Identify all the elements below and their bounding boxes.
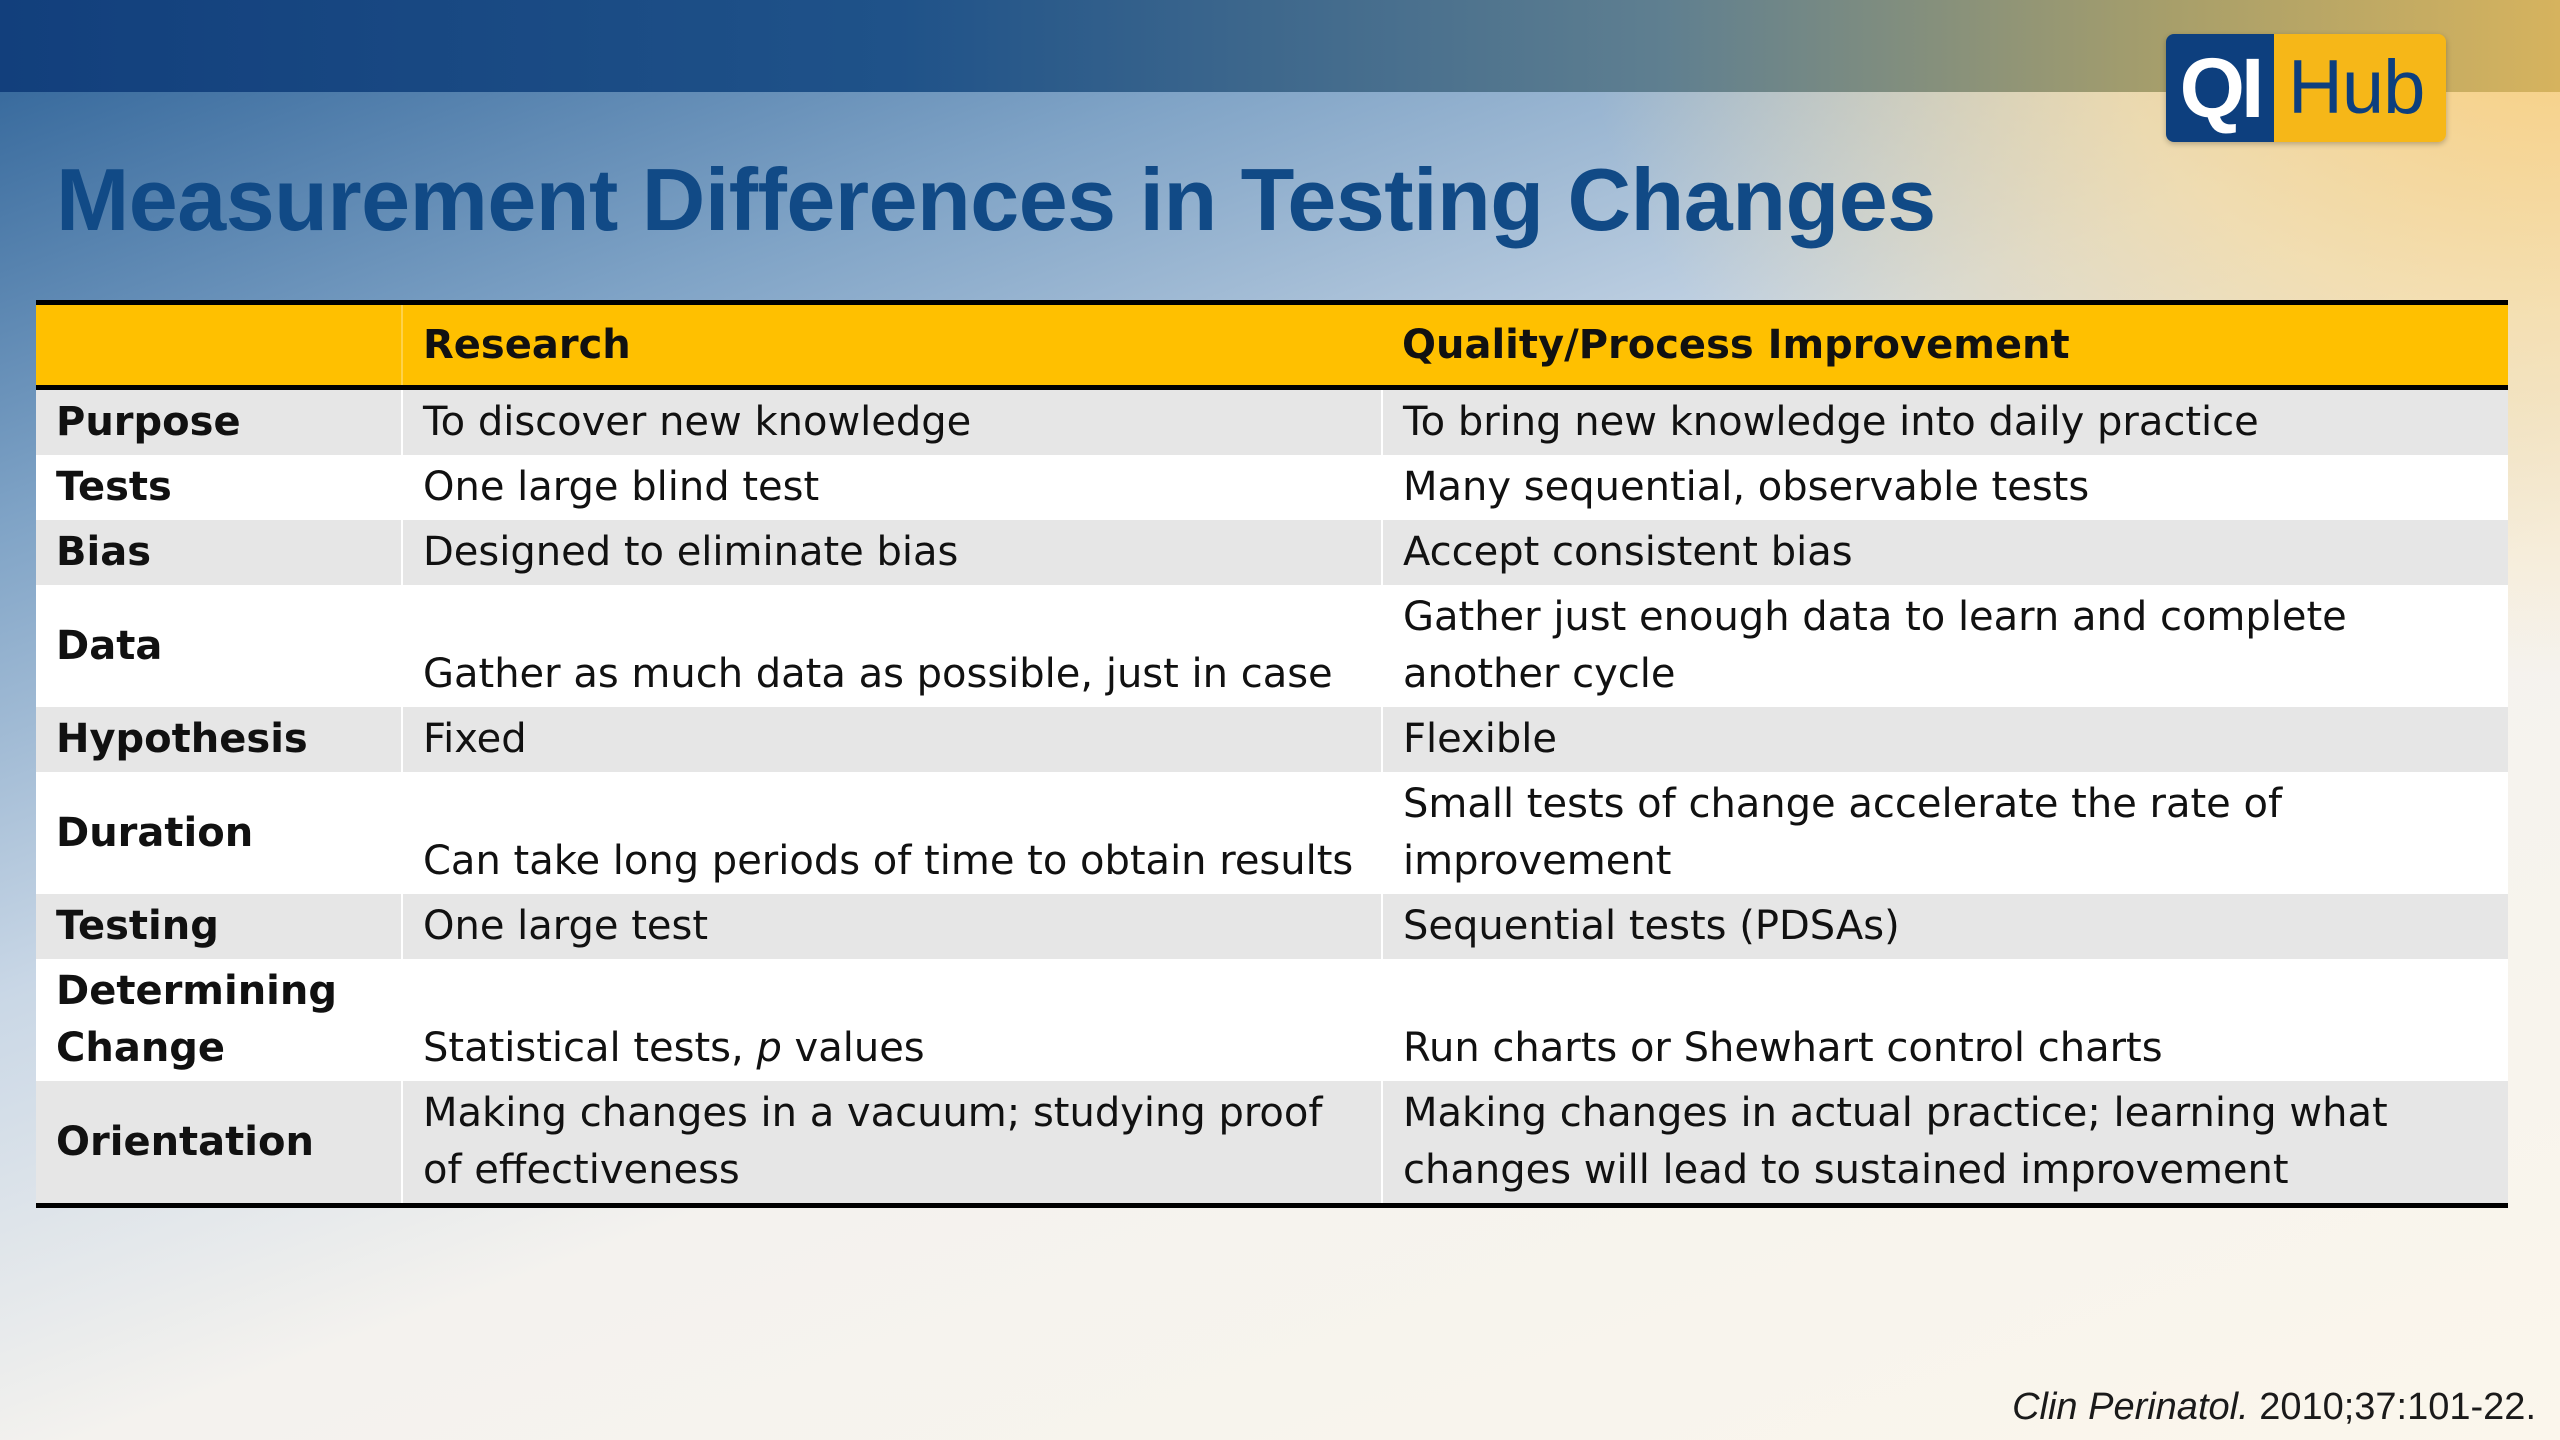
research-cell: To discover new knowledge	[402, 387, 1383, 455]
header-quality-improvement: Quality/Process Improvement	[1382, 300, 2508, 390]
table-row: Bias Designed to eliminate bias Accept c…	[36, 520, 2508, 585]
row-label: Tests	[36, 455, 403, 520]
qi-cell: Making changes in actual practice; learn…	[1382, 1081, 2508, 1208]
qi-cell: Gather just enough data to learn and com…	[1382, 585, 2508, 707]
table-row: Purpose To discover new knowledge To bri…	[36, 387, 2508, 455]
qi-cell: Accept consistent bias	[1382, 520, 2508, 585]
qi-hub-logo: QI Hub	[2166, 34, 2446, 142]
row-label: Purpose	[36, 387, 403, 455]
citation-reference: 2010;37:101-22.	[2248, 1386, 2536, 1428]
research-cell: Making changes in a vacuum; studying pro…	[402, 1081, 1383, 1208]
research-cell: Designed to eliminate bias	[402, 520, 1383, 585]
research-cell: Statistical tests, p values	[402, 959, 1383, 1081]
citation-journal: Clin Perinatol.	[2012, 1386, 2249, 1428]
citation: Clin Perinatol. 2010;37:101-22.	[2012, 1386, 2536, 1429]
top-banner	[0, 0, 2560, 92]
research-cell: One large test	[402, 894, 1383, 959]
comparison-table: Research Quality/Process Improvement Pur…	[36, 300, 2508, 1208]
research-text-suffix: values	[781, 1025, 925, 1071]
row-label: Orientation	[36, 1081, 403, 1208]
research-cell: Fixed	[402, 707, 1383, 772]
row-label: Determining Change	[36, 959, 403, 1081]
qi-cell: Flexible	[1382, 707, 2508, 772]
table-row: Duration Can take long periods of time t…	[36, 772, 2508, 894]
row-label: Bias	[36, 520, 403, 585]
p-value-italic: p	[756, 1025, 782, 1071]
logo-hub-text: Hub	[2274, 34, 2446, 142]
row-label: Testing	[36, 894, 403, 959]
slide-title: Measurement Differences in Testing Chang…	[56, 150, 1936, 249]
header-research: Research	[402, 300, 1382, 390]
table-row: Determining Change Statistical tests, p …	[36, 959, 2508, 1081]
logo-qi-text: QI	[2166, 34, 2274, 142]
row-label: Hypothesis	[36, 707, 403, 772]
table-row: Tests One large blind test Many sequenti…	[36, 455, 2508, 520]
table-header-row: Research Quality/Process Improvement	[36, 300, 2508, 390]
qi-cell: Sequential tests (PDSAs)	[1382, 894, 2508, 959]
research-cell: One large blind test	[402, 455, 1383, 520]
row-label: Duration	[36, 772, 403, 894]
qi-cell: Run charts or Shewhart control charts	[1382, 959, 2508, 1081]
qi-cell: To bring new knowledge into daily practi…	[1382, 387, 2508, 455]
research-text-prefix: Statistical tests,	[423, 1025, 757, 1071]
research-cell: Can take long periods of time to obtain …	[402, 772, 1383, 894]
research-cell: Gather as much data as possible, just in…	[402, 585, 1383, 707]
comparison-table-container: Research Quality/Process Improvement Pur…	[36, 300, 2508, 1208]
qi-cell: Many sequential, observable tests	[1382, 455, 2508, 520]
table-row: Orientation Making changes in a vacuum; …	[36, 1081, 2508, 1208]
table-row: Hypothesis Fixed Flexible	[36, 707, 2508, 772]
row-label: Data	[36, 585, 403, 707]
table-row: Data Gather as much data as possible, ju…	[36, 585, 2508, 707]
qi-cell: Small tests of change accelerate the rat…	[1382, 772, 2508, 894]
header-blank-cell	[36, 300, 403, 390]
table-row: Testing One large test Sequential tests …	[36, 894, 2508, 959]
